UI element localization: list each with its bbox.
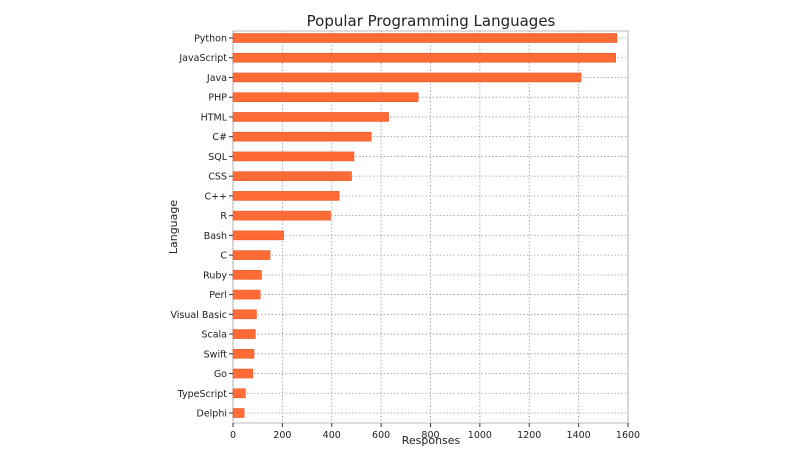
category-label: Ruby — [203, 270, 227, 281]
y-axis-categories: Python JavaScript Java PHP HTML C# SQL CSS C++ RB… — [170, 34, 233, 420]
category-label: Delphi — [197, 409, 228, 420]
x-tick-label: 1200 — [517, 430, 541, 441]
category-label: Visual Basic — [170, 310, 227, 321]
bar-c — [232, 250, 271, 260]
bar-swift — [232, 348, 255, 359]
bar-javascript — [232, 52, 616, 63]
x-tick-label: 800 — [421, 430, 439, 441]
y-axis-label: Language — [167, 200, 180, 255]
category-label: Scala — [201, 330, 227, 341]
bar-scala — [232, 329, 256, 339]
category-label: JavaScript — [178, 53, 227, 64]
x-tick-label: 600 — [372, 430, 390, 441]
bar-c- — [232, 191, 340, 201]
x-tick-label: 400 — [323, 430, 341, 441]
grid-lines — [232, 31, 629, 423]
bar-sql — [232, 151, 355, 162]
x-axis-label: Responses — [402, 434, 461, 447]
category-label: PHP — [208, 93, 227, 104]
chart-title: Popular Programming Languages — [307, 12, 556, 30]
category-label: SQL — [208, 152, 228, 163]
bar-java — [232, 72, 582, 83]
category-label: R — [220, 211, 227, 222]
x-tick-label: 1400 — [567, 430, 591, 441]
x-tick-label: 200 — [273, 430, 291, 441]
bar-bash — [232, 230, 284, 241]
category-label: HTML — [201, 112, 228, 123]
bar-c- — [232, 131, 372, 142]
bar-delphi — [232, 408, 245, 418]
category-label: Java — [206, 73, 227, 84]
category-label: Bash — [204, 231, 227, 242]
bar-ruby — [232, 270, 262, 280]
category-label: Go — [214, 369, 227, 380]
category-label: C# — [212, 132, 227, 143]
category-label: TypeScript — [177, 389, 228, 400]
bars — [232, 33, 618, 418]
category-label: CSS — [208, 172, 227, 183]
x-axis-ticks: 0 200 400 600 800 1000 1200 1400 1600 — [230, 423, 640, 441]
x-tick-label: 1000 — [468, 430, 492, 441]
x-tick-label: 1600 — [616, 430, 640, 441]
category-label: Swift — [204, 349, 228, 360]
bar-go — [232, 368, 254, 379]
bar-typescript — [232, 388, 246, 399]
category-label: C++ — [204, 191, 227, 202]
bar-r — [232, 210, 331, 221]
x-tick-label: 0 — [230, 430, 236, 441]
bar-css — [232, 171, 352, 181]
category-label: C — [220, 251, 227, 262]
category-label: Perl — [209, 290, 227, 301]
bar-visual-basic — [232, 309, 257, 320]
bar-html — [232, 112, 389, 122]
category-label: Python — [194, 34, 227, 45]
bar-php — [232, 92, 419, 103]
bar-perl — [232, 289, 261, 300]
bar-python — [232, 33, 618, 43]
